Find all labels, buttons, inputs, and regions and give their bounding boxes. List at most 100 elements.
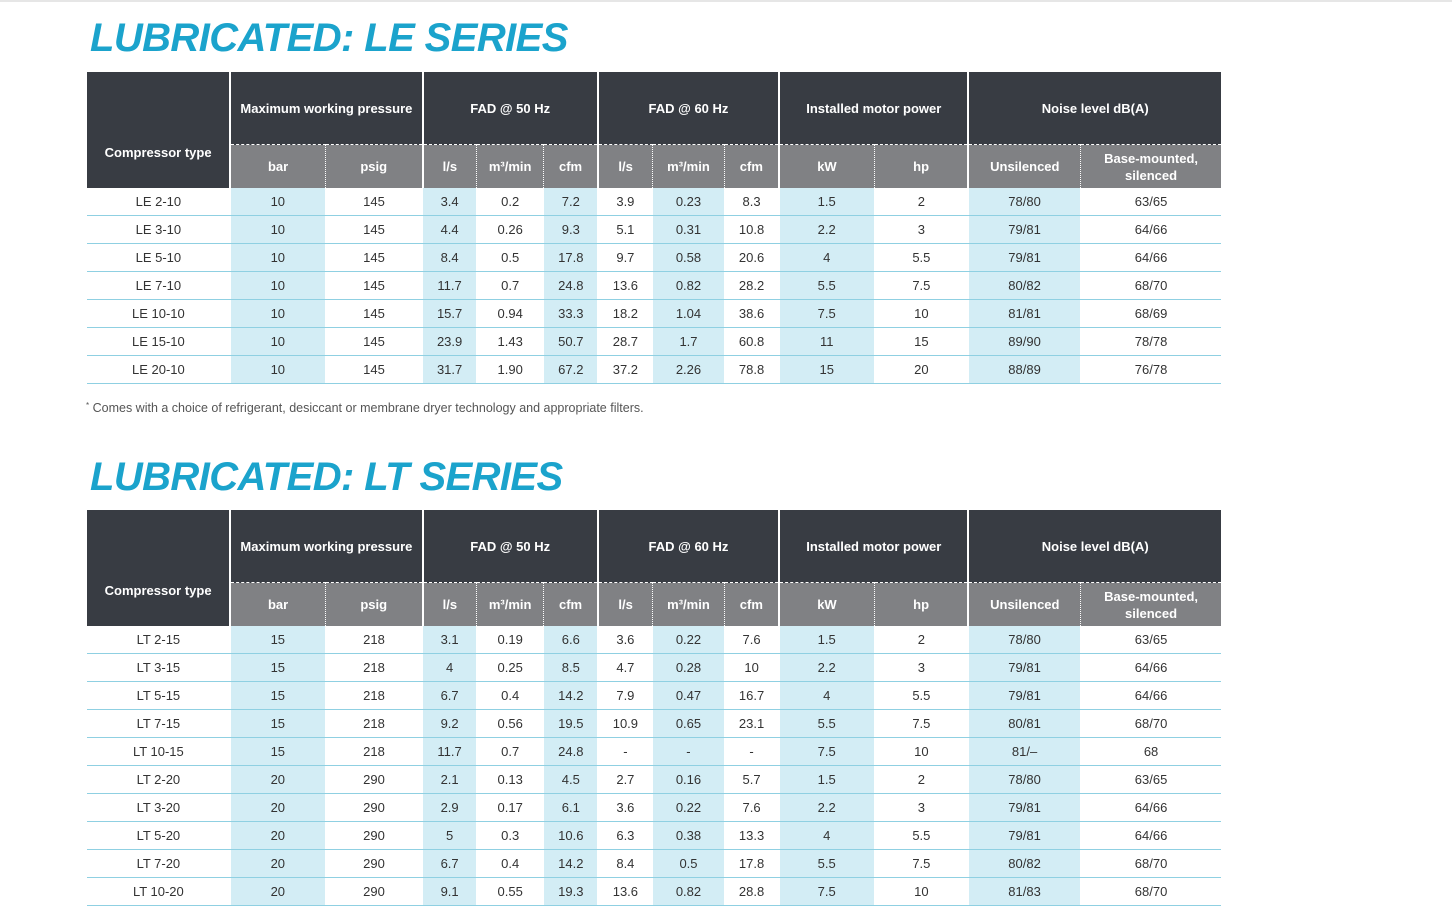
compressor-model-cell: LE 2-10: [87, 188, 231, 216]
spec-cell: 0.38: [652, 821, 725, 850]
spec-cell: 20: [229, 821, 326, 850]
spec-cell: 10: [873, 877, 969, 906]
spec-cell: 3: [873, 215, 969, 244]
spec-cell: 5: [422, 821, 477, 850]
spec-cell: 23.9: [422, 327, 477, 356]
footnote-text: Comes with a choice of refrigerant, desi…: [92, 401, 644, 415]
spec-cell: 60.8: [723, 327, 780, 356]
spec-cell: 68/70: [1080, 709, 1221, 738]
spec-cell: 10: [229, 243, 326, 272]
compressor-model-cell: LT 10-15: [87, 737, 231, 766]
spec-cell: 78/80: [967, 626, 1081, 654]
spec-cell: 2: [873, 188, 969, 216]
fad-60hz-header: FAD @ 60 Hz: [596, 72, 780, 145]
spec-cell: 145: [324, 215, 423, 244]
spec-cell: 14.2: [543, 681, 598, 710]
spec-cell: 145: [324, 271, 423, 300]
spec-cell: 0.56: [476, 709, 544, 738]
spec-cell: 145: [324, 355, 423, 384]
spec-cell: 8.3: [723, 188, 780, 216]
spec-cell: 2: [873, 765, 969, 794]
spec-cell: 1.43: [476, 327, 544, 356]
spec-cell: 17.8: [543, 243, 598, 272]
compressor-model-cell: LT 5-15: [87, 681, 231, 710]
spec-cell: 7.5: [778, 299, 875, 328]
spec-cell: 64/66: [1080, 793, 1221, 822]
compressor-type-header: Compressor type: [87, 510, 231, 626]
spec-cell: 10: [229, 215, 326, 244]
spec-cell: 68: [1080, 737, 1221, 766]
spec-cell: 2: [873, 626, 969, 654]
spec-cell: 3.6: [597, 626, 653, 654]
cfm-60-header: cfm: [723, 144, 780, 188]
spec-cell: 6.7: [422, 681, 477, 710]
spec-cell: 68/70: [1080, 271, 1221, 300]
spec-cell: 7.5: [778, 737, 875, 766]
le-footnote: * Comes with a choice of refrigerant, de…: [86, 401, 644, 415]
spec-cell: 78/80: [967, 765, 1081, 794]
spec-cell: 0.58: [652, 243, 725, 272]
spec-cell: 1.5: [778, 626, 875, 654]
top-divider: [0, 0, 1452, 2]
spec-cell: 79/81: [967, 653, 1081, 682]
compressor-model-cell: LE 5-10: [87, 243, 231, 272]
spec-cell: 11: [778, 327, 875, 356]
compressor-model-cell: LT 7-15: [87, 709, 231, 738]
spec-cell: 0.82: [652, 877, 725, 906]
spec-cell: 2.26: [652, 355, 725, 384]
compressor-model-cell: LT 7-20: [87, 849, 231, 878]
spec-cell: 79/81: [967, 821, 1081, 850]
spec-cell: 20: [229, 793, 326, 822]
spec-cell: 5.5: [873, 821, 969, 850]
spec-cell: 78.8: [723, 355, 780, 384]
table-row: LT 5-20 20 290 5 0.3 10.6 6.3 0.38 13.3 4 5.5 79/81…: [87, 821, 1221, 850]
spec-cell: 13.3: [723, 821, 780, 850]
lt-series-table: Compressor type Maximum working pressure F…: [87, 510, 1221, 906]
table-row: LE 3-10 10 145 4.4 0.26 9.3 5.1 0.31 10.8 2.2 3 79/…: [87, 215, 1221, 244]
spec-cell: 0.65: [652, 709, 725, 738]
spec-cell: 4.5: [543, 765, 598, 794]
lt-series-title: LUBRICATED: LT SERIES: [90, 455, 563, 499]
spec-cell: 15: [229, 653, 326, 682]
spec-cell: 14.2: [543, 849, 598, 878]
ls-60-header: l/s: [596, 582, 653, 626]
spec-cell: 0.4: [476, 681, 544, 710]
spec-cell: 0.22: [652, 626, 725, 654]
table-row: LE 7-10 10 145 11.7 0.7 24.8 13.6 0.82 28.2 5.5 7.…: [87, 271, 1221, 300]
table-row: LE 2-10 10 145 3.4 0.2 7.2 3.9 0.23 8.3 1.5 2 78/80…: [87, 188, 1221, 216]
compressor-model-cell: LE 15-10: [87, 327, 231, 356]
spec-cell: 63/65: [1080, 188, 1221, 216]
spec-cell: 6.6: [543, 626, 598, 654]
spec-cell: 20: [229, 849, 326, 878]
spec-cell: 145: [324, 243, 423, 272]
spec-cell: 4.7: [597, 653, 653, 682]
spec-cell: 3: [873, 653, 969, 682]
spec-cell: 0.7: [476, 271, 544, 300]
spec-cell: 20: [229, 765, 326, 794]
spec-cell: 64/66: [1080, 215, 1221, 244]
spec-cell: 145: [324, 327, 423, 356]
spec-cell: 79/81: [967, 243, 1081, 272]
spec-cell: 5.1: [597, 215, 653, 244]
spec-cell: 24.8: [543, 271, 598, 300]
spec-cell: 218: [324, 709, 423, 738]
spec-cell: 76/78: [1080, 355, 1221, 384]
spec-cell: 7.9: [597, 681, 653, 710]
compressor-model-cell: LE 3-10: [87, 215, 231, 244]
spec-cell: 6.1: [543, 793, 598, 822]
spec-cell: 10: [723, 653, 780, 682]
spec-cell: 0.55: [476, 877, 544, 906]
spec-cell: 31.7: [422, 355, 477, 384]
spec-cell: 0.94: [476, 299, 544, 328]
spec-cell: 81/–: [967, 737, 1081, 766]
table-row: LT 7-20 20 290 6.7 0.4 14.2 8.4 0.5 17.8 5.5 7.5 80…: [87, 849, 1221, 878]
spec-cell: 64/66: [1080, 821, 1221, 850]
spec-cell: 0.2: [476, 188, 544, 216]
spec-cell: 2.1: [422, 765, 477, 794]
spec-cell: 0.82: [652, 271, 725, 300]
spec-cell: 5.5: [778, 849, 875, 878]
spec-cell: -: [723, 737, 780, 766]
spec-cell: 290: [324, 877, 423, 906]
spec-cell: 67.2: [543, 355, 598, 384]
spec-cell: 10: [229, 271, 326, 300]
